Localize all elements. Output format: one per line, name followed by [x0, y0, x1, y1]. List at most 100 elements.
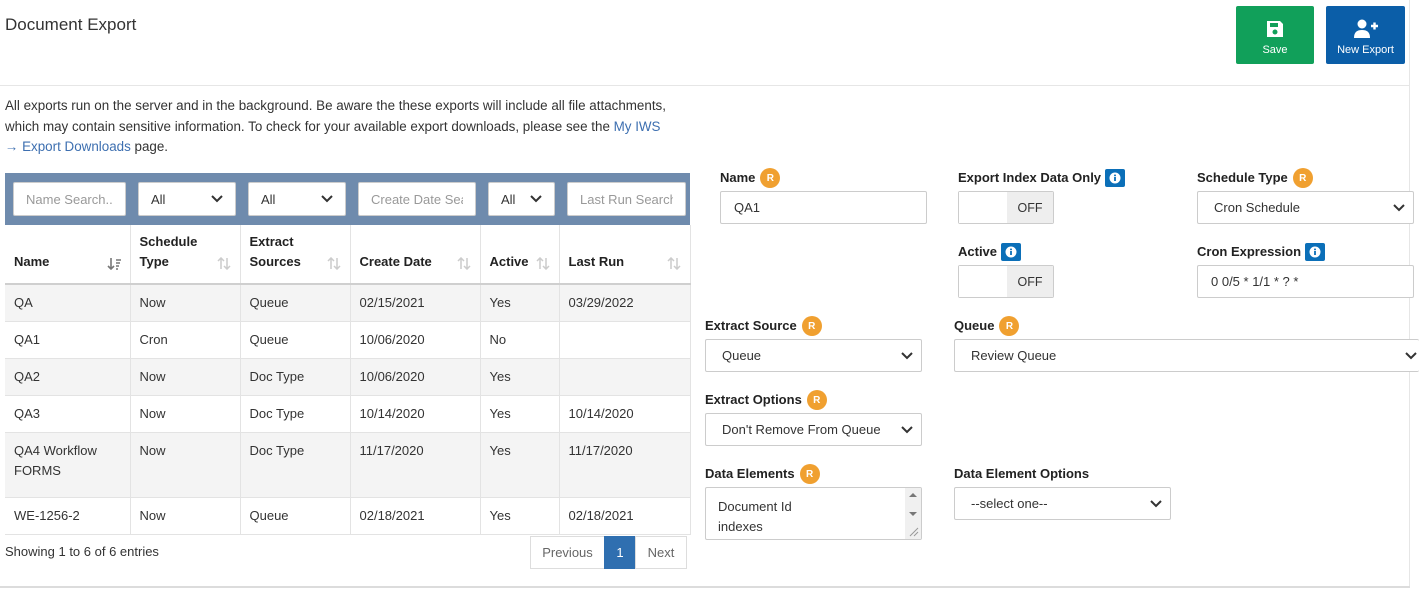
cell-text: Doc Type	[249, 443, 305, 458]
cell-text: Now	[139, 369, 166, 384]
table-cell	[559, 321, 691, 359]
filter-select[interactable]: All	[488, 182, 555, 216]
filter-cell: Create Date Search	[350, 173, 480, 225]
cell-text: Now	[139, 406, 166, 421]
table-row: QA2 Now Doc Type 10/06/2020 Yes	[5, 358, 691, 396]
select[interactable]: Cron Schedule	[1197, 191, 1414, 224]
user-plus-icon	[1354, 19, 1378, 38]
page-button[interactable]: 1	[604, 536, 636, 569]
filter-cell: All	[130, 173, 240, 225]
required-badge: R	[799, 464, 820, 484]
sort-icon	[106, 258, 121, 270]
select[interactable]: Review Queue	[954, 339, 1419, 372]
filter-select[interactable]: All	[248, 182, 346, 216]
column-header[interactable]: Schedule Type	[130, 225, 241, 284]
toggle[interactable]: OFF	[958, 191, 1054, 224]
column-header[interactable]: Active	[480, 225, 560, 284]
cell-text: Now	[139, 443, 166, 458]
select[interactable]: --select one--	[954, 487, 1171, 520]
chevron	[1150, 499, 1162, 507]
table-cell: 10/14/2020	[559, 395, 691, 433]
table-row: QA1 Cron Queue 10/06/2020 No	[5, 321, 691, 359]
cell-text: 11/17/2020	[359, 443, 424, 458]
page-button[interactable]: Previous	[530, 536, 605, 569]
page-title: Document Export	[5, 15, 137, 34]
table-cell: Now	[130, 395, 241, 433]
field-label: Cron Expression	[1197, 244, 1302, 259]
table-cell: Doc Type	[240, 358, 351, 396]
intro-text: page.	[130, 139, 169, 154]
new-export-label: New Export	[1337, 44, 1394, 56]
cell-text: Queue	[249, 295, 289, 310]
cell-text: 03/29/2022	[568, 295, 634, 310]
column-header[interactable]: Last Run	[559, 225, 691, 284]
table-cell: QA1	[5, 321, 131, 359]
table-cell: 10/06/2020	[350, 321, 481, 359]
field-label: Data Element Options	[954, 466, 1090, 481]
table-cell: Cron	[130, 321, 241, 359]
table-row: QA4 Workflow FORMS Now Doc Type 11/17/2020 Y…	[5, 432, 691, 498]
field-label-row: Queue R	[954, 316, 1020, 336]
select[interactable]: Queue	[705, 339, 922, 372]
table-cell: 11/17/2020	[350, 432, 481, 498]
field-label: Name	[720, 170, 756, 185]
pagination: Previous 1 Next	[530, 536, 687, 569]
cell-text: Doc Type	[249, 406, 305, 421]
table-cell: Yes	[480, 432, 560, 498]
column-header[interactable]: Create Date	[350, 225, 481, 284]
column-header[interactable]: Extract Sources	[240, 225, 351, 284]
table-cell: Queue	[240, 321, 351, 359]
filter-text: All	[501, 191, 516, 207]
scrollbar	[905, 488, 921, 539]
table-cell: Yes	[480, 395, 560, 433]
cell-text: QA2	[14, 369, 41, 384]
downloads-link[interactable]: My IWS → Export Downloads	[5, 118, 661, 155]
divider	[0, 85, 1409, 86]
filter-input[interactable]: Name Search...	[13, 182, 126, 216]
card-bottom	[0, 586, 1410, 588]
table-cell: Now	[130, 358, 241, 396]
header-row: Name Schedule Type Extract Sources Create D…	[5, 225, 691, 284]
filter-text: Create Date Search	[371, 191, 463, 207]
filter-select[interactable]: All	[138, 182, 236, 216]
textarea[interactable]: Document Id indexes	[705, 487, 922, 540]
toggle[interactable]: OFF	[958, 265, 1054, 298]
text-input[interactable]: QA1	[720, 191, 927, 224]
cell-text: 02/18/2021	[568, 508, 634, 523]
filter-text: Name Search...	[26, 191, 113, 207]
table-cell: Yes	[480, 284, 560, 322]
new-export-button[interactable]: New Export	[1326, 6, 1405, 64]
table-row: QA3 Now Doc Type 10/14/2020 Yes 10/14/2020	[5, 395, 691, 433]
field-label: Extract Source	[705, 318, 797, 333]
field-label-row: Active	[958, 242, 1022, 262]
filter-input[interactable]: Create Date Search	[358, 182, 476, 216]
save-label: Save	[1262, 44, 1288, 56]
control-value: Queue	[722, 348, 762, 363]
control-value: Don't Remove From Queue	[722, 422, 881, 437]
table-cell: 02/15/2021	[350, 284, 481, 322]
field-label-row: Export Index Data Only	[958, 168, 1126, 188]
filter-text: All	[151, 191, 166, 207]
column-header[interactable]: Name	[5, 225, 131, 284]
cell-text: Yes	[489, 406, 511, 421]
table-cell: 10/06/2020	[350, 358, 481, 396]
page-button[interactable]: Next	[635, 536, 687, 569]
table-cell: Now	[130, 284, 241, 322]
sort-icon	[535, 257, 550, 270]
column-title: Active	[489, 254, 529, 269]
table-cell	[559, 358, 691, 396]
text-input[interactable]: 0 0/5 * 1/1 * ? *	[1197, 265, 1414, 298]
textarea-line: indexes	[718, 519, 763, 534]
table-cell: Now	[130, 497, 241, 535]
save-button[interactable]: Save	[1236, 6, 1314, 64]
table-cell: QA2	[5, 358, 131, 396]
table-cell: 02/18/2021	[559, 497, 691, 535]
select[interactable]: Don't Remove From Queue	[705, 413, 922, 446]
filter-input[interactable]: Last Run Search	[567, 182, 686, 216]
field-label-row: Data Element Options	[954, 464, 1089, 484]
cell-text: Doc Type	[249, 369, 305, 384]
field-label-row: Data Elements R	[705, 464, 820, 484]
column-title: Schedule Type	[139, 234, 198, 269]
control-value: --select one--	[971, 496, 1048, 511]
